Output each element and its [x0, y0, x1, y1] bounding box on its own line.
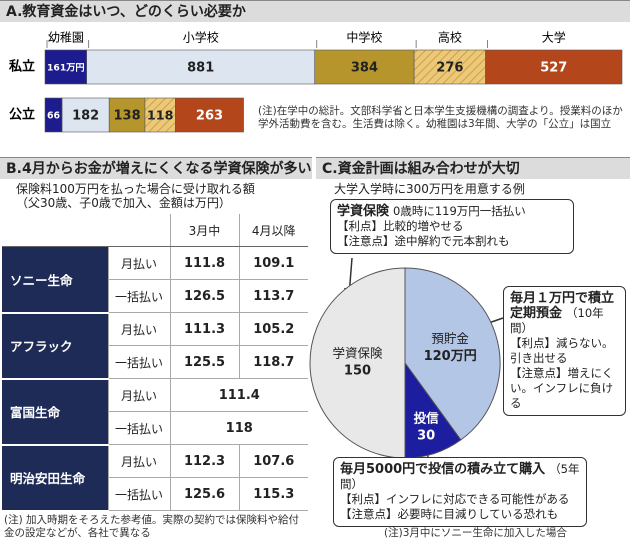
- value-label: 161万円: [47, 63, 85, 74]
- table-value: 112.3: [169, 444, 239, 478]
- slice-label: 預貯金: [431, 331, 469, 346]
- callout-line: 【注意点】必要時に目減りしている恐れも: [340, 507, 559, 521]
- table-value: 126.5: [169, 279, 239, 313]
- payment-type: 一括払い: [107, 345, 170, 379]
- table-value: 118: [169, 411, 308, 445]
- payment-type: 月払い: [107, 312, 170, 346]
- payment-type: 月払い: [107, 246, 170, 280]
- bar-segment: [413, 49, 486, 85]
- row-label: 公立: [9, 107, 35, 123]
- table-row: 明治安田生命 月払い 112.3 107.6: [2, 444, 308, 512]
- callout-detail: （10年間）: [510, 306, 604, 335]
- legend-label: 小学校: [183, 30, 219, 45]
- company-name: 富国生命: [2, 378, 108, 446]
- bar-segment: [485, 49, 623, 85]
- callout-heading: 毎月5000円で投信の積み立て購入 （5年間）: [340, 462, 580, 492]
- table-row: アフラック 月払い 111.3 105.2: [2, 312, 308, 380]
- callout-box: 毎月5000円で投信の積み立て購入 （5年間） 【利点】インフレに対応できる可能性が…: [333, 457, 587, 527]
- callout-line: 【注意点】途中解約で元本割れも: [337, 234, 510, 248]
- payment-type: 一括払い: [107, 477, 170, 511]
- bar-segment: [175, 97, 244, 133]
- company-name: 明治安田生命: [2, 444, 108, 512]
- slice-value: 30: [417, 429, 435, 444]
- section-b-title: B.4月からお金が増えにくくなる学資保険が多い: [0, 157, 312, 179]
- callout-line: 【利点】減らない。引き出せる: [510, 336, 614, 365]
- header-blank: [2, 214, 170, 247]
- callout-heading-text: 毎月１万円で積立定期預金: [510, 291, 615, 321]
- table-value: 125.6: [169, 477, 239, 511]
- callout-box: 毎月１万円で積立定期預金 （10年間） 【利点】減らない。引き出せる 【注意点】増えに…: [503, 286, 626, 416]
- legend-label: 中学校: [346, 30, 382, 45]
- company-name: ソニー生命: [2, 246, 108, 314]
- value-label: 118: [147, 108, 174, 123]
- callout-line: 【注意点】増えにくい。インフレに負ける: [510, 366, 614, 410]
- table-value: 109.1: [238, 246, 308, 280]
- table-row: 一括払い 118: [2, 411, 308, 445]
- value-label: 66: [47, 111, 61, 122]
- callout-detail: 0歳時に119万円一括払い: [393, 204, 526, 218]
- table-value: 115.3: [238, 477, 308, 511]
- table-value: 111.8: [169, 246, 239, 280]
- legend-label: 幼稚園: [48, 30, 84, 45]
- table-row: 一括払い 125.6 115.3: [2, 477, 308, 511]
- section-b-note: (注) 加入時期をそろえた参考値。実際の契約では保険料や給付金の設定などが、各社…: [4, 514, 300, 539]
- value-label: 527: [540, 61, 567, 76]
- value-label: 881: [187, 61, 214, 76]
- section-a-note: (注)在学中の総計。文部科学省と日本学生支援機構の調査より。授業料のほか学外活動…: [258, 105, 623, 130]
- legend-label: 高校: [438, 31, 462, 45]
- bar-segment: [61, 97, 110, 133]
- column-header: 4月以降: [238, 214, 308, 247]
- callout-heading: 学資保険 0歳時に119万円一括払い: [337, 204, 567, 219]
- callout-detail: （5年間）: [340, 462, 580, 491]
- slice-label: 投信: [414, 411, 440, 426]
- table-value: 107.6: [238, 444, 308, 478]
- table-value: 111.3: [169, 312, 239, 346]
- pie-slice: [404, 267, 501, 441]
- callout-box: 学資保険 0歳時に119万円一括払い 【利点】比較的増やせる 【注意点】途中解約で元本…: [330, 199, 574, 254]
- table-row: 一括払い 125.5 118.7: [2, 345, 308, 379]
- callout-heading-text: 学資保険: [337, 204, 390, 219]
- callout-line: 【利点】比較的増やせる: [337, 219, 464, 233]
- section-b-subtitle: 保険料100万円を払った場合に受け取れる額: [16, 182, 255, 196]
- section-c-subtitle: 大学入学時に300万円を用意する例: [334, 182, 525, 196]
- bar-segment: [86, 49, 316, 85]
- value-label: 263: [196, 109, 223, 124]
- section-a-title: A.教育資金はいつ、どのくらい必要か: [0, 0, 630, 22]
- payment-type: 月払い: [107, 444, 170, 478]
- section-b-condition: （父30歳、子0歳で加入、金額は万円）: [16, 196, 231, 210]
- table-row: 富国生命 月払い 111.4: [2, 378, 308, 446]
- table-value: 118.7: [238, 345, 308, 379]
- value-label: 182: [72, 109, 99, 124]
- table-value: 125.5: [169, 345, 239, 379]
- slice-value: 120万円: [424, 349, 477, 364]
- header-row: 3月中 4月以降: [2, 214, 308, 247]
- value-label: 138: [113, 109, 140, 124]
- bar-segment: [314, 49, 415, 85]
- company-name: アフラック: [2, 312, 108, 380]
- payment-type: 一括払い: [107, 411, 170, 445]
- row-label: 私立: [9, 59, 35, 75]
- value-label: 384: [351, 61, 378, 76]
- callout-heading: 毎月１万円で積立定期預金 （10年間）: [510, 291, 619, 336]
- payment-type: 一括払い: [107, 279, 170, 313]
- legend-label: 大学: [542, 30, 566, 45]
- table-row: ソニー生命 月払い 111.8 109.1: [2, 246, 308, 314]
- slice-value: 150: [344, 364, 371, 379]
- column-header: 3月中: [169, 214, 239, 247]
- payment-type: 月払い: [107, 378, 170, 412]
- insurance-table: 3月中 4月以降 ソニー生命 月払い 111.8 109.1 一括払い 126.5 113.7 ア…: [2, 214, 308, 512]
- table-row: 一括払い 126.5 113.7: [2, 279, 308, 313]
- section-c-note: (注)3月中にソニー生命に加入した場合: [384, 527, 567, 539]
- table-value: 113.7: [238, 279, 308, 313]
- callout-heading-text: 毎月5000円で投信の積み立て購入: [340, 462, 546, 477]
- value-label: 276: [436, 61, 463, 76]
- section-c-title: C.資金計画は組み合わせが大切: [316, 157, 630, 179]
- slice-label: 学資保険: [332, 346, 383, 361]
- pie-slice: [309, 267, 406, 459]
- table-value: 111.4: [169, 378, 308, 412]
- callout-line: 【利点】インフレに対応できる可能性がある: [340, 492, 570, 506]
- table-value: 105.2: [238, 312, 308, 346]
